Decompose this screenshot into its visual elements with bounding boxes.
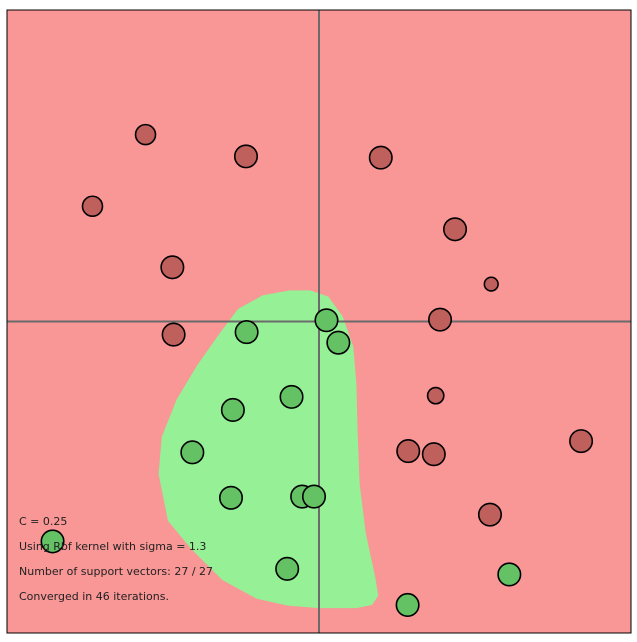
negative-point-12[interactable]: [396, 439, 421, 464]
negative-point-4[interactable]: [81, 195, 104, 218]
positive-point-7[interactable]: [218, 485, 244, 510]
negative-point-7[interactable]: [483, 276, 499, 292]
negative-point-3[interactable]: [368, 145, 393, 170]
negative-point-8[interactable]: [428, 307, 453, 332]
negative-point-2[interactable]: [233, 144, 259, 169]
positive-point-11[interactable]: [275, 556, 300, 581]
negative-point-1[interactable]: [134, 123, 157, 146]
negative-point-6[interactable]: [160, 255, 185, 280]
negative-point-11[interactable]: [569, 429, 594, 454]
positive-point-5[interactable]: [220, 397, 245, 422]
negative-point-5[interactable]: [443, 217, 468, 242]
positive-point-4[interactable]: [279, 384, 304, 409]
positive-point-2[interactable]: [234, 320, 259, 345]
positive-point-10[interactable]: [40, 529, 65, 554]
negative-point-13[interactable]: [421, 442, 446, 467]
positive-point-6[interactable]: [180, 440, 205, 465]
negative-point-14[interactable]: [477, 502, 503, 527]
data-points[interactable]: [40, 123, 594, 617]
plot-frame: [6, 9, 632, 634]
positive-point-13[interactable]: [395, 592, 420, 617]
negative-point-10[interactable]: [426, 386, 445, 405]
positive-point-9[interactable]: [301, 484, 327, 509]
positive-decision-region: [158, 290, 379, 609]
positive-point-12[interactable]: [497, 562, 522, 587]
positive-point-3[interactable]: [326, 330, 351, 355]
positive-point-1[interactable]: [314, 308, 339, 333]
negative-point-9[interactable]: [161, 322, 186, 347]
